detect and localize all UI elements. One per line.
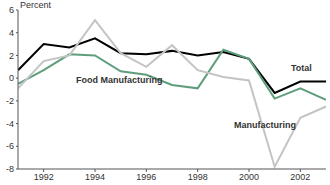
svg-text:-8: -8 [8, 164, 14, 174]
html-text:Total: Total [291, 63, 312, 73]
svg-text:1994: 1994 [85, 172, 105, 182]
svg-text:-6: -6 [8, 141, 14, 151]
svg-text:0: 0 [9, 73, 14, 83]
svg-text:1998: 1998 [188, 172, 208, 182]
html-text:Food Manufacturing: Food Manufacturing [76, 75, 163, 85]
svg-text:1996: 1996 [136, 172, 156, 182]
html-text:Percent: Percent [20, 0, 51, 10]
svg-text:1992: 1992 [34, 172, 54, 182]
svg-text:2000: 2000 [239, 172, 259, 182]
svg-text:-4: -4 [8, 119, 14, 129]
svg-text:2002: 2002 [290, 172, 310, 182]
html-text:Manufacturing: Manufacturing [234, 120, 296, 130]
svg-text:4: 4 [9, 28, 14, 38]
svg-text:6: 6 [9, 5, 14, 15]
svg-text:-2: -2 [8, 96, 14, 106]
svg-text:2: 2 [9, 51, 14, 61]
